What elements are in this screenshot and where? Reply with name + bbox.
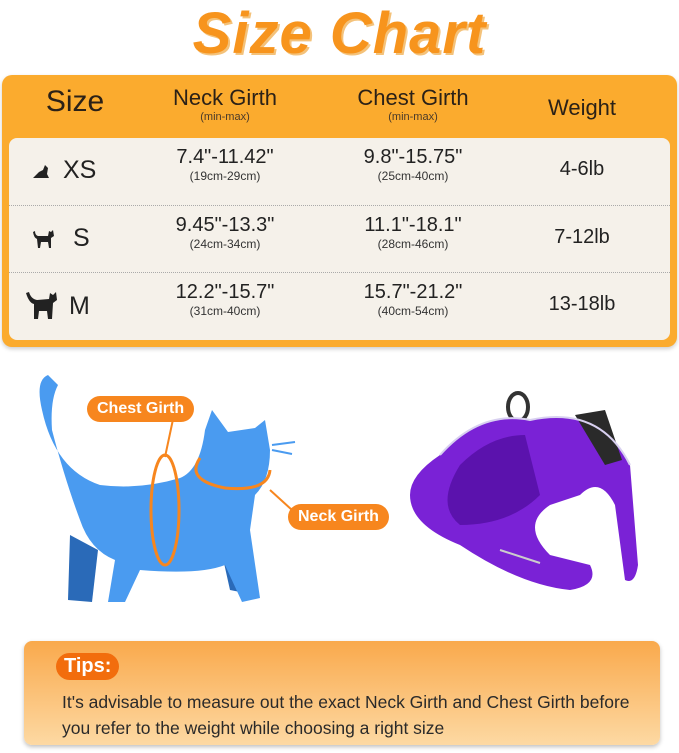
weight-cell: 13-18lb xyxy=(548,293,616,315)
neck-cell: 12.2"-15.7" (31cm-40cm) xyxy=(175,281,275,318)
chest-girth-label: Chest Girth xyxy=(87,396,195,422)
header-size: Size xyxy=(45,85,105,118)
table-row: XS 7.4"-11.42" (19cm-29cm) 9.8"-15.75" (25… xyxy=(9,138,670,205)
neck-cell: 9.45"-13.3" (24cm-34cm) xyxy=(175,214,275,251)
chest-cell: 15.7"-21.2" (40cm-54cm) xyxy=(363,281,463,318)
header-neck: Neck Girth (min-max) xyxy=(173,85,277,123)
weight-cell: 7-12lb xyxy=(554,226,610,248)
page-title: Size Chart xyxy=(192,1,487,66)
tips-label: Tips: xyxy=(56,653,120,680)
neck-girth-label: Neck Girth xyxy=(288,504,389,530)
header-chest: Chest Girth (min-max) xyxy=(357,85,469,123)
table-body: XS 7.4"-11.42" (19cm-29cm) 9.8"-15.75" (25… xyxy=(9,138,670,340)
size-chart-table: Size Neck Girth (min-max) Chest Girth (min… xyxy=(2,75,677,347)
medium-cat-icon xyxy=(33,229,54,248)
header-weight: Weight xyxy=(547,95,617,120)
chest-cell: 11.1"-18.1" (28cm-46cm) xyxy=(364,214,462,251)
chest-cell: 9.8"-15.75" (25cm-40cm) xyxy=(363,146,463,183)
weight-cell: 4-6lb xyxy=(559,158,605,180)
size-label: XS xyxy=(63,156,97,184)
size-label: S xyxy=(73,224,90,252)
size-label: M xyxy=(69,291,90,320)
cat-measurement-illustration xyxy=(39,375,296,602)
tips-text: It's advisable to measure out the exact … xyxy=(62,692,630,738)
small-cat-icon xyxy=(33,164,49,178)
harness-image xyxy=(410,391,638,590)
table-row: S 9.45"-13.3" (24cm-34cm) 11.1"-18.1" (28c… xyxy=(9,205,670,272)
table-row: M 12.2"-15.7" (31cm-40cm) 15.7"-21.2" (40c… xyxy=(9,272,670,339)
tips-box: Tips: It's advisable to measure out the … xyxy=(24,641,660,745)
neck-cell: 7.4"-11.42" (19cm-29cm) xyxy=(176,146,274,183)
large-cat-icon xyxy=(26,292,57,319)
